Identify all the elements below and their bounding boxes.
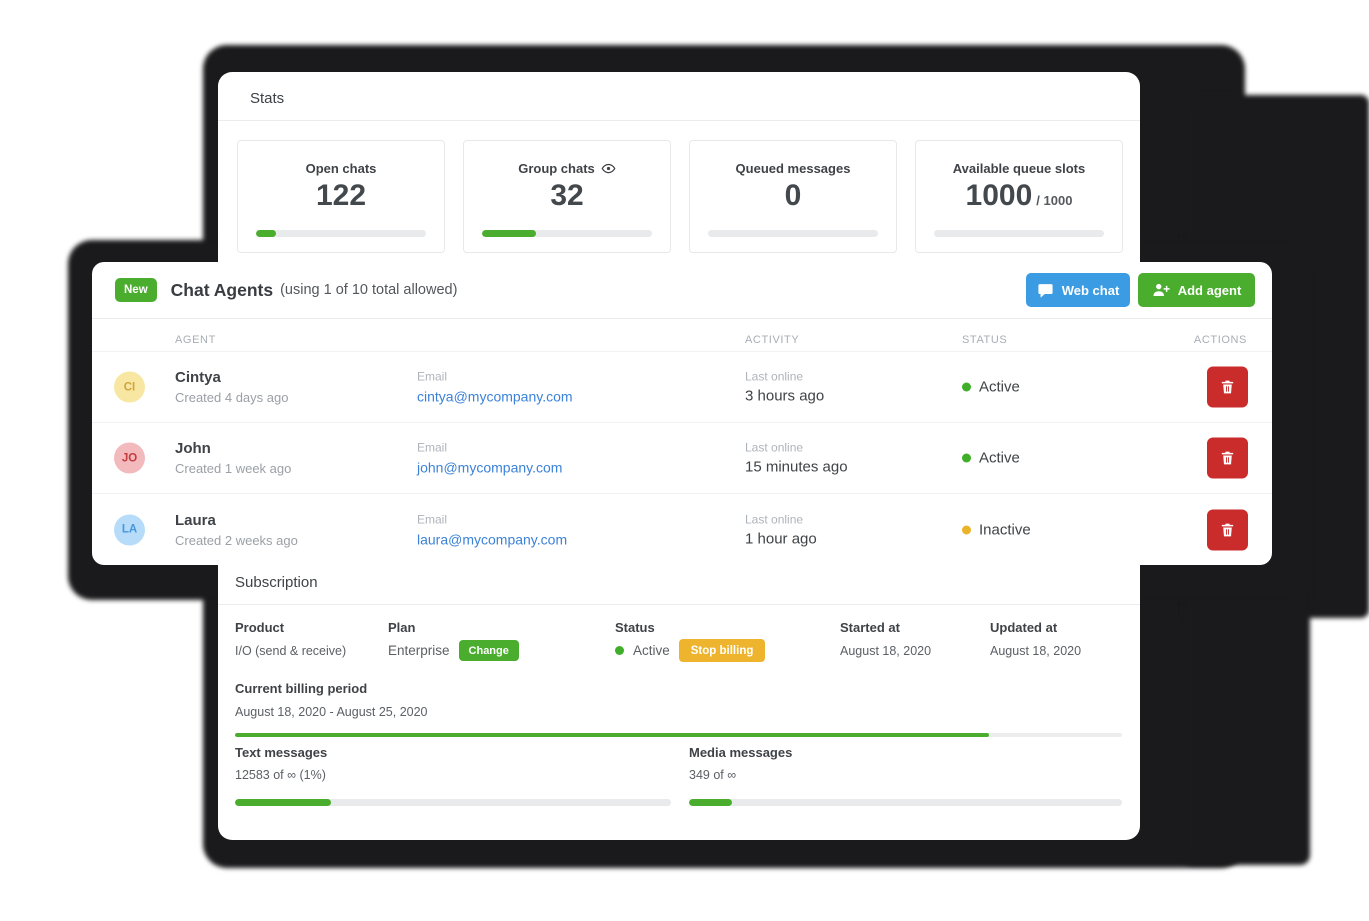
stat-label: Open chats: [305, 161, 377, 176]
subscription-title: Subscription: [235, 574, 318, 591]
stat-progress-bar: [256, 230, 426, 237]
avatar: LA: [114, 514, 145, 545]
stat-value: 1000: [965, 179, 1033, 212]
subscription-divider: [218, 604, 1140, 605]
updated-at-label: Updated at: [990, 620, 1058, 635]
web-chat-button-label: Web chat: [1061, 282, 1120, 298]
stats-title: Stats: [250, 90, 285, 107]
email-label: Email: [417, 512, 448, 526]
avatar: CI: [114, 371, 145, 403]
avatar: JO: [114, 442, 145, 474]
right-shadow-lower: [1183, 560, 1310, 865]
stat-label: Queued messages: [735, 161, 851, 176]
column-header-status: STATUS: [962, 333, 1008, 346]
stat-card-queued-messages: Queued messages 0: [689, 140, 897, 253]
delete-agent-button[interactable]: [1207, 437, 1248, 479]
media-messages-label: Media messages: [689, 745, 793, 760]
status-value: Active: [633, 643, 670, 658]
text-messages-progress-bar: [235, 799, 671, 806]
agent-last-online: 3 hours ago: [745, 387, 825, 405]
eye-icon[interactable]: [601, 161, 616, 176]
started-at-value: August 18, 2020: [840, 644, 932, 658]
delete-agent-button[interactable]: [1207, 366, 1248, 408]
add-agent-button-label: Add agent: [1177, 282, 1242, 298]
stop-billing-button[interactable]: Stop billing: [678, 639, 766, 662]
agent-created: Created 2 weeks ago: [175, 532, 298, 548]
agent-status: Active: [979, 378, 1020, 396]
billing-period-value: August 18, 2020 - August 25, 2020: [235, 705, 428, 719]
agent-row-laura: LA Laura Created 2 weeks ago Email laura…: [92, 493, 1272, 565]
last-online-label: Last online: [745, 369, 804, 384]
person-plus-icon: [1152, 281, 1170, 299]
plan-value: Enterprise: [388, 643, 450, 658]
status-active-dot: [615, 646, 624, 655]
stat-progress-bar: [708, 230, 878, 237]
agent-name: John: [175, 440, 211, 457]
trash-icon: [1219, 379, 1236, 396]
billing-period-label: Current billing period: [235, 681, 368, 696]
stat-value-suffix: / 1000: [1036, 193, 1073, 208]
column-header-activity: ACTIVITY: [745, 333, 800, 346]
product-value: I/O (send & receive): [235, 644, 347, 658]
stat-progress-bar: [934, 230, 1104, 237]
media-messages-value: 349 of ∞: [689, 768, 737, 782]
delete-agent-button[interactable]: [1207, 509, 1248, 550]
agent-email-link[interactable]: laura@mycompany.com: [417, 531, 568, 547]
stat-label: Group chats: [518, 161, 595, 176]
status-dot: [962, 525, 971, 534]
stat-label: Available queue slots: [952, 161, 1086, 176]
agent-last-online: 15 minutes ago: [745, 458, 848, 476]
agent-last-online: 1 hour ago: [745, 530, 817, 547]
updated-at-value: August 18, 2020: [990, 644, 1082, 658]
change-plan-button[interactable]: Change: [458, 640, 519, 661]
stat-value: 32: [550, 179, 584, 212]
agent-name: Cintya: [175, 369, 221, 386]
last-online-label: Last online: [745, 440, 804, 455]
agent-status: Active: [979, 449, 1020, 467]
trash-icon: [1219, 521, 1236, 538]
product-label: Product: [235, 620, 285, 635]
stat-progress-bar: [482, 230, 652, 237]
stats-header-divider: [218, 120, 1140, 121]
agent-row-john: JO John Created 1 week ago Email john@my…: [92, 422, 1272, 493]
text-messages-label: Text messages: [235, 745, 328, 760]
chat-agents-subtitle: (using 1 of 10 total allowed): [280, 282, 458, 298]
email-label: Email: [417, 369, 448, 384]
started-at-label: Started at: [840, 620, 900, 635]
web-chat-button[interactable]: Web chat: [1026, 273, 1130, 307]
status-dot: [962, 453, 971, 463]
stat-card-open-chats: Open chats 122: [237, 140, 445, 253]
add-agent-button[interactable]: Add agent: [1138, 273, 1255, 307]
billing-period-progress-bar: [235, 733, 1122, 737]
column-header-actions: ACTIONS: [1193, 333, 1247, 346]
chat-agents-card: New Chat Agents (using 1 of 10 total all…: [92, 262, 1272, 565]
text-messages-value: 12583 of ∞ (1%): [235, 768, 326, 782]
agent-name: Laura: [175, 511, 216, 529]
status-dot: [962, 382, 971, 392]
stat-card-group-chats: Group chats 32: [463, 140, 671, 253]
speech-bubble-icon: [1037, 282, 1054, 299]
agent-email-link[interactable]: cintya@mycompany.com: [417, 388, 573, 405]
stat-value: 122: [315, 179, 367, 212]
agent-row-cintya: CI Cintya Created 4 days ago Email cinty…: [92, 351, 1272, 422]
plan-label: Plan: [388, 620, 416, 635]
new-badge: New: [115, 278, 157, 302]
chat-agents-title: Chat Agents: [170, 279, 274, 300]
media-messages-progress-bar: [689, 799, 1122, 806]
stat-value: 0: [784, 179, 802, 212]
agent-status: Inactive: [979, 521, 1031, 538]
agent-created: Created 1 week ago: [175, 461, 292, 476]
trash-icon: [1219, 450, 1236, 467]
stat-card-available-queue-slots: Available queue slots 1000/ 1000: [915, 140, 1123, 253]
last-online-label: Last online: [745, 512, 804, 526]
agent-created: Created 4 days ago: [175, 390, 289, 405]
status-label: Status: [615, 620, 655, 635]
column-header-agent: AGENT: [175, 333, 216, 346]
agents-header-divider: [92, 318, 1272, 319]
agent-email-link[interactable]: john@mycompany.com: [417, 459, 563, 476]
email-label: Email: [417, 440, 448, 455]
